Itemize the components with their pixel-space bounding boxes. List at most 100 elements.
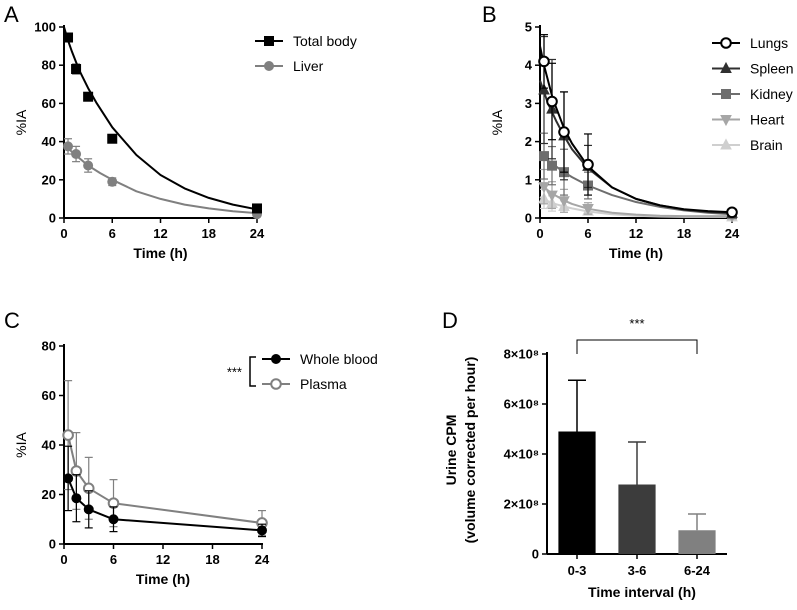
data-point-heart xyxy=(582,203,594,216)
series-line-whole-blood xyxy=(67,478,263,532)
legend-marker-brain xyxy=(720,138,732,150)
data-point-heart xyxy=(546,190,558,202)
data-point-heart xyxy=(538,182,550,194)
data-point-kidney xyxy=(539,151,549,162)
bar-3-6 xyxy=(618,484,656,554)
y-tick-label-d: 4×10⁸ xyxy=(504,447,539,462)
panel-d: D 0 2×10⁸ 4×10⁸ 6×10⁸ 8×10⁸ 0-3 3-6 6-24 Time in… xyxy=(442,308,727,600)
x-tick-label-b: 0 xyxy=(536,226,543,241)
y-tick-label-d: 2×10⁸ xyxy=(504,497,539,512)
x-tick-label-a: 0 xyxy=(60,226,67,241)
y-tick-label-c: 0 xyxy=(49,537,56,552)
legend-marker-whole-blood xyxy=(271,354,281,364)
data-point-total-body xyxy=(252,203,262,214)
data-point-spleen xyxy=(538,83,550,95)
data-point-total-body xyxy=(71,64,82,75)
legend-marker-total-body xyxy=(264,36,274,46)
data-point-lungs xyxy=(582,158,594,171)
legend-label-whole-blood: Whole blood xyxy=(300,351,378,367)
y-tick-label-b: 1 xyxy=(525,172,532,187)
legend-marker-lungs xyxy=(720,37,732,49)
x-tick-label-b: 18 xyxy=(677,226,691,241)
y-tick-label-d: 6×10⁸ xyxy=(504,397,539,412)
data-point-heart xyxy=(558,196,570,208)
y-tick-label-c: 80 xyxy=(42,339,56,354)
legend-label-total-body: Total body xyxy=(293,33,357,49)
y-tick-label-a: 40 xyxy=(42,134,56,149)
panel-c: C 0 20 40 60 80 0 6 12 18 24 Time (h) %IA Whole bloo… xyxy=(4,308,378,587)
x-axis-title-c: Time (h) xyxy=(136,571,190,587)
series-line-total-body xyxy=(63,26,258,211)
x-tick-label-0-3: 0-3 xyxy=(568,563,587,578)
y-tick-label-d: 0 xyxy=(532,547,539,562)
series-line-plasma xyxy=(67,434,263,524)
data-point-plasma xyxy=(62,429,74,441)
legend-marker-heart xyxy=(720,115,732,127)
data-point-lungs xyxy=(726,206,738,219)
x-tick-label-b: 12 xyxy=(629,226,643,241)
panel-letter-b: B xyxy=(482,2,497,27)
data-point-whole-blood xyxy=(108,514,119,525)
x-tick-label-c: 6 xyxy=(110,552,117,567)
x-tick-label-a: 12 xyxy=(153,226,167,241)
legend-label-spleen: Spleen xyxy=(750,61,794,77)
y-tick-label-c: 20 xyxy=(42,487,56,502)
data-point-liver xyxy=(107,176,118,187)
y-tick-label-b: 3 xyxy=(525,96,532,111)
legend-label-brain: Brain xyxy=(750,137,783,153)
legend-label-lungs: Lungs xyxy=(750,35,788,51)
y-tick-label-c: 40 xyxy=(42,438,56,453)
y-tick-label-b: 5 xyxy=(525,20,532,35)
x-axis-title-b: Time (h) xyxy=(609,245,663,261)
series-line-spleen xyxy=(539,80,733,214)
legend-label-kidney: Kidney xyxy=(750,86,793,102)
y-tick-label-a: 80 xyxy=(42,58,56,73)
x-tick-label-a: 6 xyxy=(109,226,116,241)
data-point-total-body xyxy=(107,133,118,144)
series-line-kidney xyxy=(539,151,733,216)
legend-marker-kidney xyxy=(721,89,731,99)
significance-bracket-c xyxy=(249,356,256,387)
y-tick-label-b: 2 xyxy=(525,134,532,149)
x-tick-label-6-24: 6-24 xyxy=(684,563,711,578)
y-axis-title-b: %IA xyxy=(489,109,505,135)
data-point-whole-blood xyxy=(71,493,82,504)
data-point-whole-blood xyxy=(83,504,94,515)
y-tick-label-a: 100 xyxy=(34,20,56,35)
data-point-lungs xyxy=(546,95,558,108)
y-axis-title-c: %IA xyxy=(13,432,29,458)
legend-label-plasma: Plasma xyxy=(300,376,347,392)
data-point-liver xyxy=(83,160,94,171)
bar-6-24 xyxy=(678,530,716,554)
panel-letter-d: D xyxy=(442,308,458,333)
data-point-whole-blood xyxy=(257,525,267,536)
y-tick-label-b: 0 xyxy=(525,211,532,226)
y-axis-title-a: %IA xyxy=(13,109,29,135)
panel-letter-c: C xyxy=(4,308,20,333)
y-tick-label-b: 4 xyxy=(525,58,533,73)
x-tick-label-a: 24 xyxy=(250,226,265,241)
legend-marker-plasma xyxy=(270,378,282,390)
x-axis-title-a: Time (h) xyxy=(133,245,187,261)
x-tick-label-c: 18 xyxy=(205,552,219,567)
x-tick-label-c: 0 xyxy=(60,552,67,567)
x-tick-label-b: 24 xyxy=(725,226,740,241)
x-tick-label-a: 18 xyxy=(202,226,216,241)
y-tick-label-a: 20 xyxy=(42,172,56,187)
data-point-total-body xyxy=(83,91,94,102)
data-point-kidney xyxy=(547,160,557,171)
x-tick-label-b: 6 xyxy=(584,226,591,241)
y-axis-title-line2-d: (volume corrected per hour) xyxy=(462,357,478,544)
significance-label-d: *** xyxy=(629,316,644,331)
significance-bracket-d xyxy=(576,339,698,354)
legend-marker-liver xyxy=(264,61,274,71)
panel-a: A 0 20 40 60 80 100 0 6 12 18 24 Time (h) %IA Total b… xyxy=(4,2,357,261)
data-point-total-body xyxy=(63,32,74,43)
data-point-lungs xyxy=(558,126,570,138)
significance-label-c: *** xyxy=(227,365,242,380)
y-axis-title-line1-d: Urine CPM xyxy=(443,415,459,486)
y-tick-label-c: 60 xyxy=(42,388,56,403)
x-tick-label-3-6: 3-6 xyxy=(628,563,647,578)
